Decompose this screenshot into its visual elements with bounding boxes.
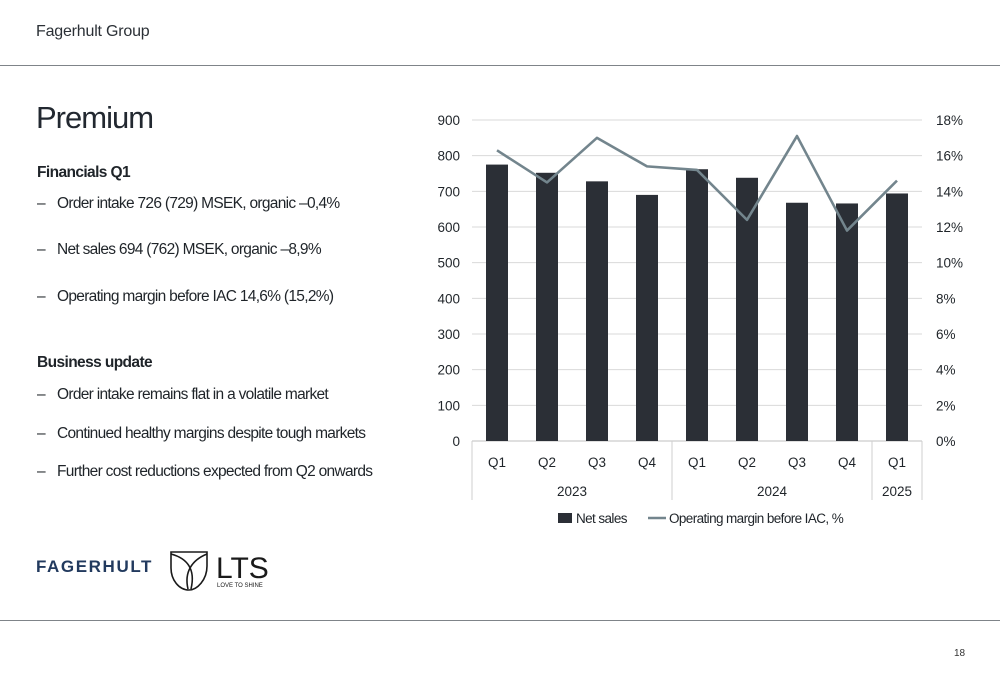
right-axis-ticks: 0% 2% 4% 6% 8% 10% 12% 14% 16% 18%: [936, 113, 963, 449]
net-sales-bars: [486, 164, 908, 441]
financials-bullet-net-sales: – Net sales 694 (762) MSEK, organic –8,9%: [37, 241, 322, 259]
net-sales-bar: [886, 193, 908, 441]
net-sales-bar: [586, 181, 608, 441]
net-sales-bar: [836, 203, 858, 441]
left-axis-tick-label: 900: [437, 113, 460, 128]
bullet-text: Order intake remains flat in a volatile …: [57, 386, 329, 403]
chart-legend: Net sales Operating margin before IAC, %: [558, 511, 844, 526]
fagerhult-logo: FAGERHULT: [36, 557, 154, 576]
lts-logo: LTS LOVE TO SHINE: [170, 551, 269, 591]
lts-emblem-icon: [170, 551, 208, 591]
bullet-text: Operating margin before IAC 14,6% (15,2%…: [57, 288, 334, 305]
legend-net-sales-swatch: [558, 513, 572, 523]
financials-bullet-order-intake: – Order intake 726 (729) MSEK, organic –0…: [37, 195, 340, 213]
footer-divider: [0, 620, 1000, 621]
net-sales-bar: [486, 164, 508, 441]
x-axis-category-label: Q1: [688, 455, 706, 470]
bullet-dash: –: [37, 386, 46, 403]
x-axis-category-label: Q4: [838, 455, 857, 470]
net-sales-bar: [786, 202, 808, 441]
left-axis-tick-label: 100: [437, 398, 460, 413]
bullet-dash: –: [37, 288, 46, 305]
business-bullet-margins: – Continued healthy margins despite tough…: [37, 425, 366, 443]
right-axis-tick-label: 14%: [936, 184, 963, 199]
left-axis-ticks: 0 100 200 300 400 500 600 700 800 900: [437, 113, 460, 449]
x-axis-category-label: Q3: [588, 455, 606, 470]
legend-net-sales-label: Net sales: [576, 511, 628, 526]
x-axis-category-label: Q2: [538, 455, 556, 470]
bullet-dash: –: [37, 425, 46, 442]
left-axis-tick-label: 200: [437, 363, 460, 378]
left-axis-tick-label: 800: [437, 149, 460, 164]
bullet-text: Order intake 726 (729) MSEK, organic –0,…: [57, 195, 340, 212]
right-axis-tick-label: 18%: [936, 113, 963, 128]
net-sales-margin-chart: 0 100 200 300 400 500 600 700 800 900 0% 2% 4% 6% 8% 1…: [437, 113, 963, 526]
right-axis-tick-label: 16%: [936, 149, 963, 164]
left-axis-tick-label: 300: [437, 327, 460, 342]
header-divider: [0, 65, 1000, 66]
financials-bullet-operating-margin: – Operating margin before IAC 14,6% (15,2…: [37, 288, 334, 306]
left-axis-tick-label: 400: [437, 291, 460, 306]
right-axis-tick-label: 2%: [936, 398, 956, 413]
business-bullet-order-intake: – Order intake remains flat in a volatile…: [37, 386, 329, 404]
left-axis-tick-label: 600: [437, 220, 460, 235]
left-axis-tick-label: 500: [437, 256, 460, 271]
net-sales-bar: [686, 169, 708, 441]
net-sales-bar: [636, 194, 658, 441]
bullet-text: Net sales 694 (762) MSEK, organic –8,9%: [57, 241, 322, 258]
x-axis: Q1 Q2 Q3 Q4 Q1 Q2 Q3 Q4 Q1 2023 2024 2025: [471, 441, 923, 500]
right-axis-tick-label: 6%: [936, 327, 956, 342]
page-title: Premium: [36, 100, 154, 135]
bullet-dash: –: [37, 463, 46, 480]
x-axis-year-label: 2024: [757, 484, 788, 499]
right-axis-tick-label: 8%: [936, 291, 956, 306]
bullet-dash: –: [37, 195, 46, 212]
left-axis-tick-label: 0: [452, 434, 460, 449]
net-sales-bar: [536, 172, 558, 441]
legend-operating-margin-label: Operating margin before IAC, %: [669, 511, 844, 526]
right-axis-tick-label: 10%: [936, 256, 963, 271]
x-axis-year-label: 2025: [882, 484, 912, 499]
x-axis-category-label: Q1: [488, 455, 506, 470]
right-axis-tick-label: 4%: [936, 363, 956, 378]
lts-logo-name: LTS: [216, 552, 269, 585]
business-update-heading: Business update: [37, 354, 153, 371]
bullet-text: Further cost reductions expected from Q2…: [57, 463, 373, 480]
financials-heading: Financials Q1: [37, 164, 131, 181]
business-bullet-cost-reductions: – Further cost reductions expected from Q…: [37, 463, 373, 481]
header-title: Fagerhult Group: [36, 23, 150, 40]
operating-margin-line: [496, 134, 898, 232]
lts-logo-tagline: LOVE TO SHINE: [217, 583, 263, 589]
net-sales-bar: [736, 177, 758, 441]
right-axis-tick-label: 0%: [936, 434, 956, 449]
x-axis-category-label: Q4: [638, 455, 657, 470]
x-axis-category-label: Q2: [738, 455, 756, 470]
x-axis-category-label: Q3: [788, 455, 806, 470]
left-axis-tick-label: 700: [437, 184, 460, 199]
bullet-text: Continued healthy margins despite tough …: [57, 425, 366, 442]
operating-margin-series-line: [496, 134, 898, 232]
right-axis-tick-label: 12%: [936, 220, 963, 235]
x-axis-year-label: 2023: [557, 484, 587, 499]
x-axis-category-label: Q1: [888, 455, 906, 470]
page-number: 18: [954, 648, 966, 659]
bullet-dash: –: [37, 241, 46, 258]
